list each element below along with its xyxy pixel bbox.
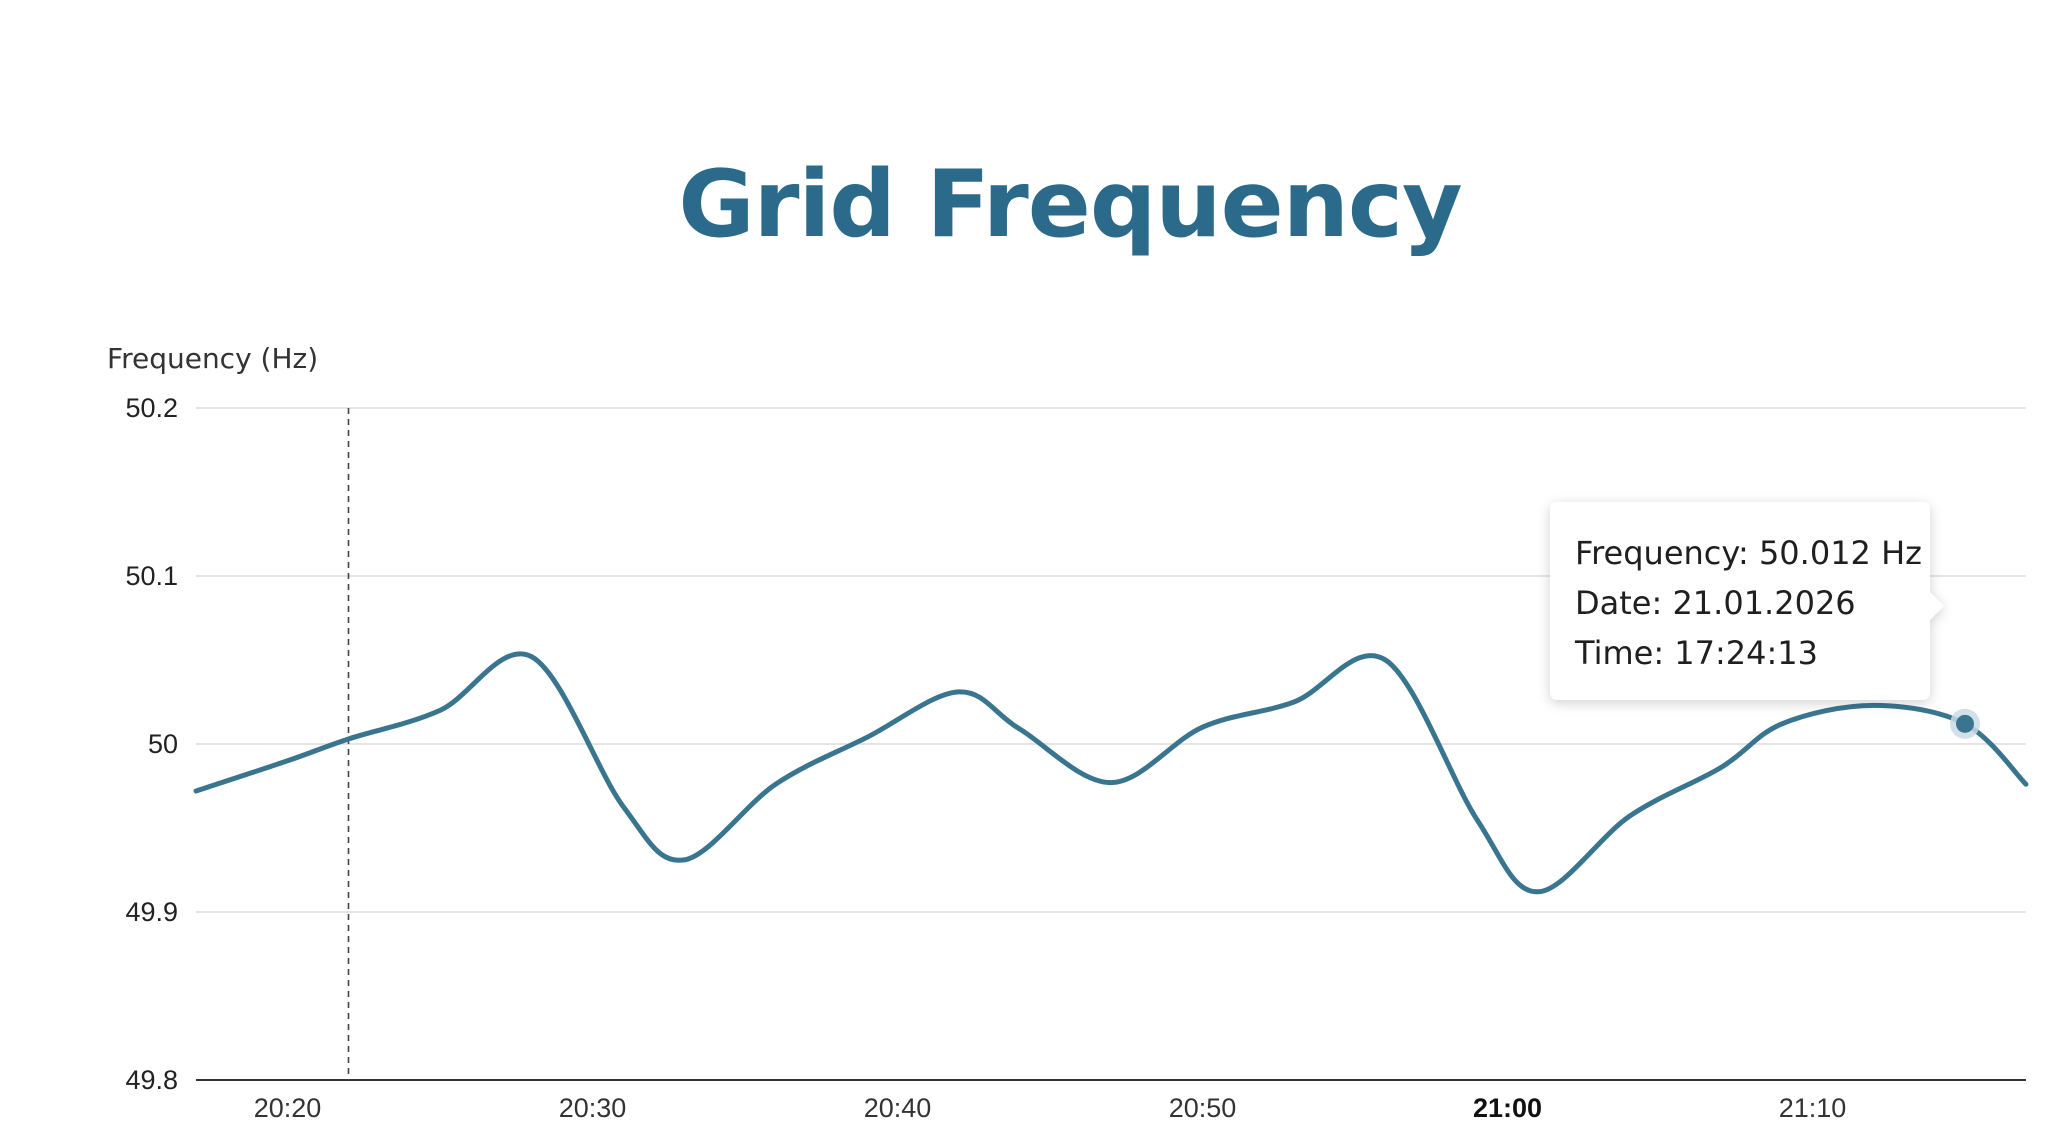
x-tick-label: 20:50 — [1169, 1093, 1237, 1123]
y-tick-label: 50.1 — [125, 561, 178, 591]
highlight-point[interactable] — [1956, 714, 1974, 733]
chart-title: Grid Frequency — [678, 150, 1462, 258]
tooltip-frequency: Frequency: 50.012 Hz — [1575, 534, 1922, 572]
x-tick-label: 20:40 — [864, 1093, 932, 1123]
series-line-frequency — [193, 651, 2029, 895]
y-tick-label: 50 — [148, 729, 178, 759]
tooltip: Frequency: 50.012 Hz Date: 21.01.2026 Ti… — [1550, 502, 1944, 700]
y-axis-ticks: 50.2 50.1 50 49.9 49.8 — [125, 393, 178, 1095]
x-tick-label: 21:00 — [1473, 1093, 1542, 1123]
x-axis-ticks: 20:20 20:30 20:40 20:50 21:00 21:10 — [254, 1093, 1847, 1123]
x-tick-label: 20:20 — [254, 1093, 322, 1123]
tooltip-date: Date: 21.01.2026 — [1575, 584, 1856, 622]
y-tick-label: 49.9 — [125, 897, 178, 927]
tooltip-time: Time: 17:24:13 — [1574, 634, 1818, 672]
y-tick-label: 50.2 — [125, 393, 178, 423]
y-axis-label: Frequency (Hz) — [107, 342, 318, 375]
x-tick-label: 21:10 — [1779, 1093, 1847, 1123]
tooltip-box — [1550, 502, 1944, 700]
y-tick-label: 49.8 — [125, 1065, 178, 1095]
x-tick-label: 20:30 — [559, 1093, 627, 1123]
grid-lines — [196, 407, 2026, 913]
